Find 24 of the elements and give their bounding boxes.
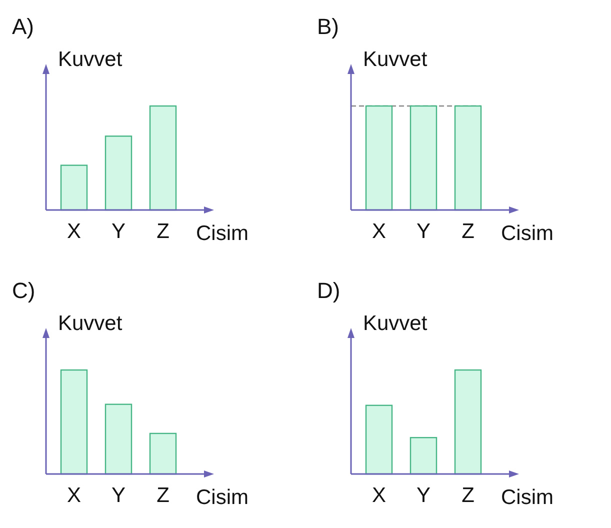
- x-axis-title: Cisim: [196, 486, 248, 509]
- x-tick-label: Z: [462, 220, 475, 243]
- y-axis-title: Kuvvet: [363, 48, 428, 71]
- chart-title: C): [12, 278, 36, 303]
- y-axis-title: Kuvvet: [58, 312, 122, 335]
- x-axis-title: Cisim: [501, 486, 554, 509]
- x-tick-label: Z: [156, 484, 170, 507]
- x-tick-label: X: [66, 220, 82, 243]
- x-tick-label: Y: [416, 484, 431, 507]
- x-tick-label: Y: [111, 484, 126, 507]
- x-tick-label: Y: [416, 220, 431, 243]
- x-axis-title: Cisim: [196, 222, 248, 245]
- y-axis-title: Kuvvet: [363, 312, 428, 335]
- chart-title: D): [317, 278, 340, 303]
- x-axis-title: Cisim: [501, 222, 554, 245]
- x-tick-label: X: [372, 484, 386, 507]
- x-tick-label: X: [372, 220, 386, 243]
- chart-title: A): [12, 14, 34, 39]
- chart-title: B): [317, 14, 339, 39]
- x-tick-label: Y: [111, 220, 126, 243]
- y-axis-title: Kuvvet: [58, 48, 122, 71]
- x-tick-label: Z: [156, 220, 170, 243]
- x-tick-label: Z: [462, 484, 475, 507]
- x-tick-label: X: [66, 484, 82, 507]
